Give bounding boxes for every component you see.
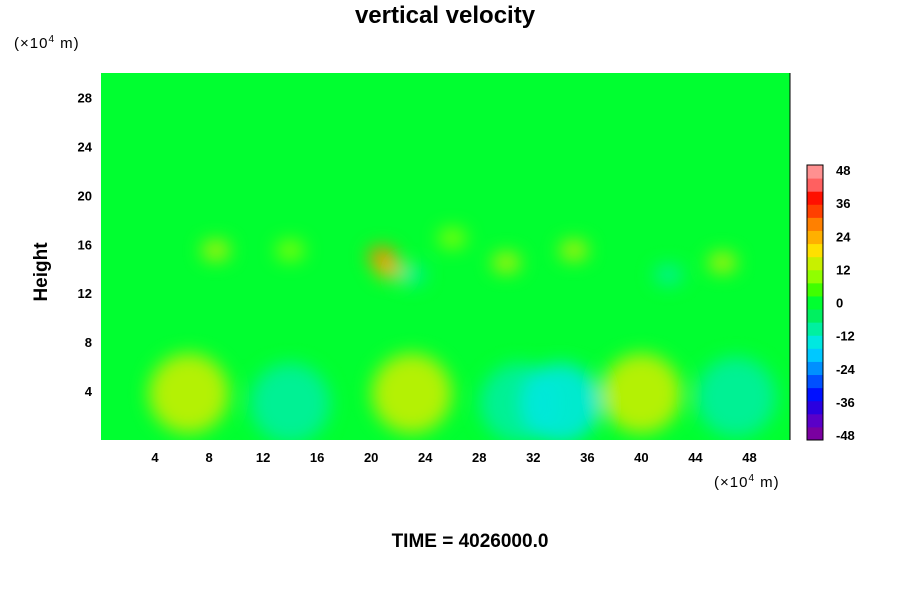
colorbar-tick-label: -48	[836, 428, 855, 443]
colorbar-tick-label: -12	[836, 329, 855, 344]
colorbar-tick-label: 24	[836, 229, 851, 244]
field-feature	[371, 353, 452, 434]
y-axis-unit: (×104 m)	[14, 34, 80, 52]
colorbar: 48 36 24 12 0 -12 -24 -36 -48	[806, 163, 856, 443]
colorbar-segment	[807, 269, 823, 284]
y-tick-label: 16	[78, 237, 92, 252]
field-feature	[520, 363, 601, 440]
x-tick-label: 20	[364, 450, 378, 465]
colorbar-tick-label: 0	[836, 296, 843, 311]
field-feature	[276, 240, 305, 261]
colorbar-segment	[807, 165, 823, 179]
colorbar-frame	[806, 164, 824, 441]
colorbar-segment	[807, 243, 823, 258]
field-feature	[148, 353, 229, 434]
x-tick-label: 48	[742, 450, 756, 465]
chart-title: vertical velocity	[354, 2, 536, 29]
colorbar-segment	[807, 413, 823, 428]
colorbar-segment	[807, 204, 823, 218]
colorbar-segment	[807, 230, 823, 245]
field-feature	[708, 252, 737, 273]
x-tick-label: 44	[688, 450, 703, 465]
colorbar-segment	[807, 426, 823, 441]
y-tick-labels: 4 8 12 16 20 24 28	[78, 90, 93, 399]
field-feature	[601, 353, 682, 434]
y-tick-label: 8	[85, 335, 92, 350]
field-feature	[559, 240, 588, 261]
colorbar-segment	[807, 178, 823, 192]
field-feature	[250, 363, 331, 440]
y-tick-label: 28	[78, 90, 92, 105]
x-axis-unit: (×104 m)	[714, 473, 780, 491]
x-tick-label: 8	[205, 450, 212, 465]
colorbar-tick-label: -36	[836, 395, 855, 410]
field-feature	[654, 264, 683, 285]
time-label: TIME = 4026000.0	[391, 531, 549, 552]
y-tick-label: 4	[85, 384, 93, 399]
colorbar-segment	[807, 322, 823, 336]
x-tick-label: 16	[310, 450, 324, 465]
colorbar-tick-label: 48	[836, 163, 850, 178]
colorbar-segment	[807, 400, 823, 415]
field-feature	[492, 252, 521, 273]
x-tick-label: 32	[526, 450, 540, 465]
y-tick-label: 20	[78, 188, 92, 203]
colorbar-segment	[807, 282, 823, 297]
field-features	[148, 228, 776, 440]
colorbar-segment	[807, 295, 823, 310]
colorbar-segment	[807, 191, 823, 205]
x-tick-labels: 4 8 12 16 20 24 28 32 36 40 44 48	[151, 450, 756, 465]
field-feature	[397, 264, 426, 285]
colorbar-tick-label: 36	[836, 196, 850, 211]
colorbar-segment	[807, 374, 823, 389]
colorbar-segment	[807, 348, 823, 362]
x-tick-label: 4	[151, 450, 159, 465]
colorbar-segment	[807, 256, 823, 271]
colorbar-tick-label: -24	[836, 362, 856, 377]
x-tick-label: 28	[472, 450, 486, 465]
colorbar-segment	[807, 335, 823, 349]
field-feature	[201, 240, 230, 261]
colorbar-segment	[807, 309, 823, 323]
colorbar-segment	[807, 217, 823, 231]
colorbar-segment	[807, 361, 823, 376]
field-feature	[695, 357, 776, 438]
x-tick-label: 36	[580, 450, 594, 465]
field-feature	[374, 258, 403, 279]
x-tick-label: 12	[256, 450, 270, 465]
colorbar-tick-label: 12	[836, 262, 850, 277]
plot-area	[101, 73, 790, 440]
y-tick-label: 12	[78, 286, 92, 301]
x-tick-label: 40	[634, 450, 648, 465]
x-tick-label: 24	[418, 450, 433, 465]
colorbar-segment	[807, 387, 823, 402]
y-tick-label: 24	[78, 139, 93, 154]
field-feature	[438, 228, 467, 249]
